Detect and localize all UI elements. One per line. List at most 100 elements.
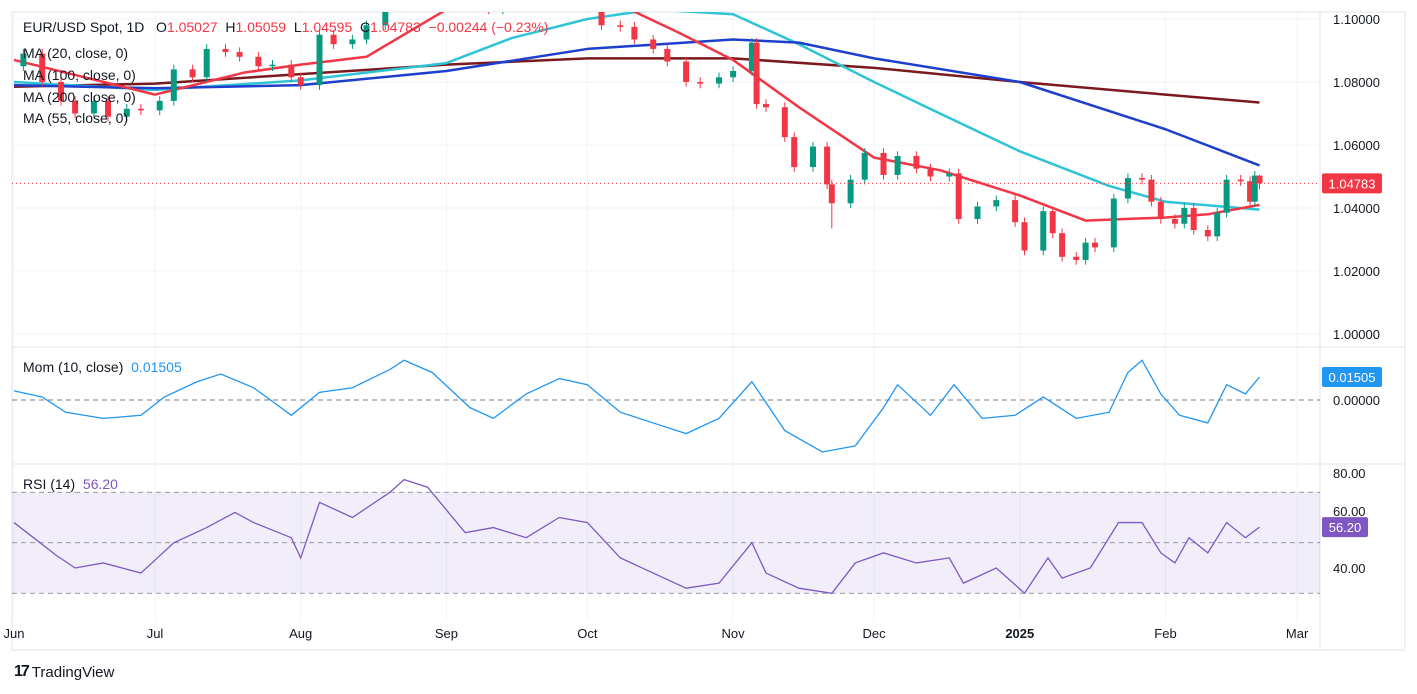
candle (617, 20, 624, 32)
candle-body (316, 34, 323, 86)
candle (824, 141, 831, 190)
change-value: −0.00244 (−0.23%) (428, 19, 549, 35)
candle-body (880, 152, 887, 175)
candle-body (927, 168, 934, 177)
candle-body (90, 100, 97, 114)
candle (349, 34, 356, 49)
last-price-badge (1322, 173, 1382, 194)
rsi-value-label: 56.20 (1329, 520, 1362, 535)
price-pane (13, 0, 1263, 265)
candle-body (1040, 211, 1047, 251)
candle-body (1251, 175, 1258, 202)
legend-ma20[interactable]: MA (20, close, 0) (23, 45, 129, 61)
candle (1181, 203, 1188, 229)
candle-body (363, 25, 370, 40)
candle (236, 47, 243, 62)
candle-body (828, 184, 835, 204)
legend-mom[interactable]: Mom (10, close) 0.01505 (23, 359, 182, 375)
candle (631, 22, 638, 45)
candle-body (349, 39, 356, 45)
candle (1247, 176, 1254, 207)
tradingview-logo-icon: 17 (14, 663, 30, 680)
candle-body (847, 179, 854, 204)
candle-body (1124, 178, 1131, 199)
candle-body (810, 146, 816, 168)
tradingview-brand[interactable]: 17 TradingView (14, 663, 114, 681)
candle (1021, 217, 1028, 256)
time-tick-label: Jun (4, 626, 25, 641)
time-tick-label: Sep (435, 626, 458, 641)
price-tick-label: 1.02000 (1333, 264, 1380, 279)
close-value: 1.04783 (370, 19, 421, 35)
candle (363, 20, 370, 45)
line-ma55 (13, 12, 1260, 211)
candle-body (1012, 200, 1019, 223)
low-value: 1.04595 (301, 19, 353, 35)
candle (697, 77, 704, 89)
candle (861, 148, 868, 185)
candle (650, 34, 657, 54)
legend-ma55[interactable]: MA (55, close, 0) (23, 110, 129, 126)
candle-body (123, 108, 130, 117)
candle (753, 37, 760, 109)
candle-body (137, 108, 144, 111)
candle (791, 132, 798, 172)
candle-body (382, 12, 389, 26)
candle-body (170, 69, 177, 101)
candle (1190, 203, 1197, 235)
candle-body (330, 34, 337, 45)
symbol-title: EUR/USD Spot, 1D (23, 19, 145, 35)
candle (288, 59, 295, 82)
candle (203, 44, 210, 82)
rsi-value-badge (1322, 517, 1368, 538)
candle-body (1204, 230, 1211, 237)
candle-body (974, 206, 981, 220)
candle (316, 30, 323, 90)
candle (1049, 206, 1056, 238)
candle (1251, 170, 1258, 207)
candle-body (1214, 212, 1221, 237)
candle (828, 179, 835, 229)
candle-body (1157, 201, 1164, 220)
candle-body (697, 82, 704, 84)
candle-body (598, 12, 605, 26)
candle-body (631, 26, 638, 40)
candle-body (1092, 242, 1098, 248)
legend-ma100[interactable]: MA (100, close, 0) (23, 67, 136, 83)
mom-line (13, 359, 1260, 453)
candle (1082, 237, 1089, 265)
candle (847, 174, 854, 208)
candle (1214, 208, 1221, 242)
legend-rsi[interactable]: RSI (14) 56.20 (23, 476, 118, 492)
candle (927, 163, 934, 182)
candle (763, 99, 769, 112)
candle (748, 37, 755, 76)
candle (1092, 237, 1098, 253)
candle (1059, 228, 1066, 262)
rsi-line (13, 478, 1260, 595)
candle (1237, 174, 1244, 186)
candle-body (993, 200, 1000, 207)
candle (137, 104, 144, 116)
candle (1148, 174, 1155, 207)
candle-body (913, 156, 920, 169)
candle (170, 64, 177, 106)
candle-body (716, 77, 722, 84)
candle-body (156, 100, 163, 111)
candle-body (894, 156, 901, 175)
mom-value-label: 0.01505 (1329, 370, 1376, 385)
candle-body (763, 104, 769, 108)
candle-body (781, 107, 788, 138)
candle-body (1190, 208, 1197, 231)
candle-body (1021, 222, 1028, 251)
legend-ma200[interactable]: MA (200, close, 0) (23, 89, 136, 105)
candle-body (467, 0, 473, 5)
candle-body (500, 0, 506, 10)
candle-body (955, 173, 962, 220)
time-tick-label: 2025 (1005, 626, 1034, 641)
candle (297, 72, 304, 90)
candle (105, 96, 111, 122)
candle-body (1148, 179, 1155, 202)
candle-body (255, 56, 262, 67)
